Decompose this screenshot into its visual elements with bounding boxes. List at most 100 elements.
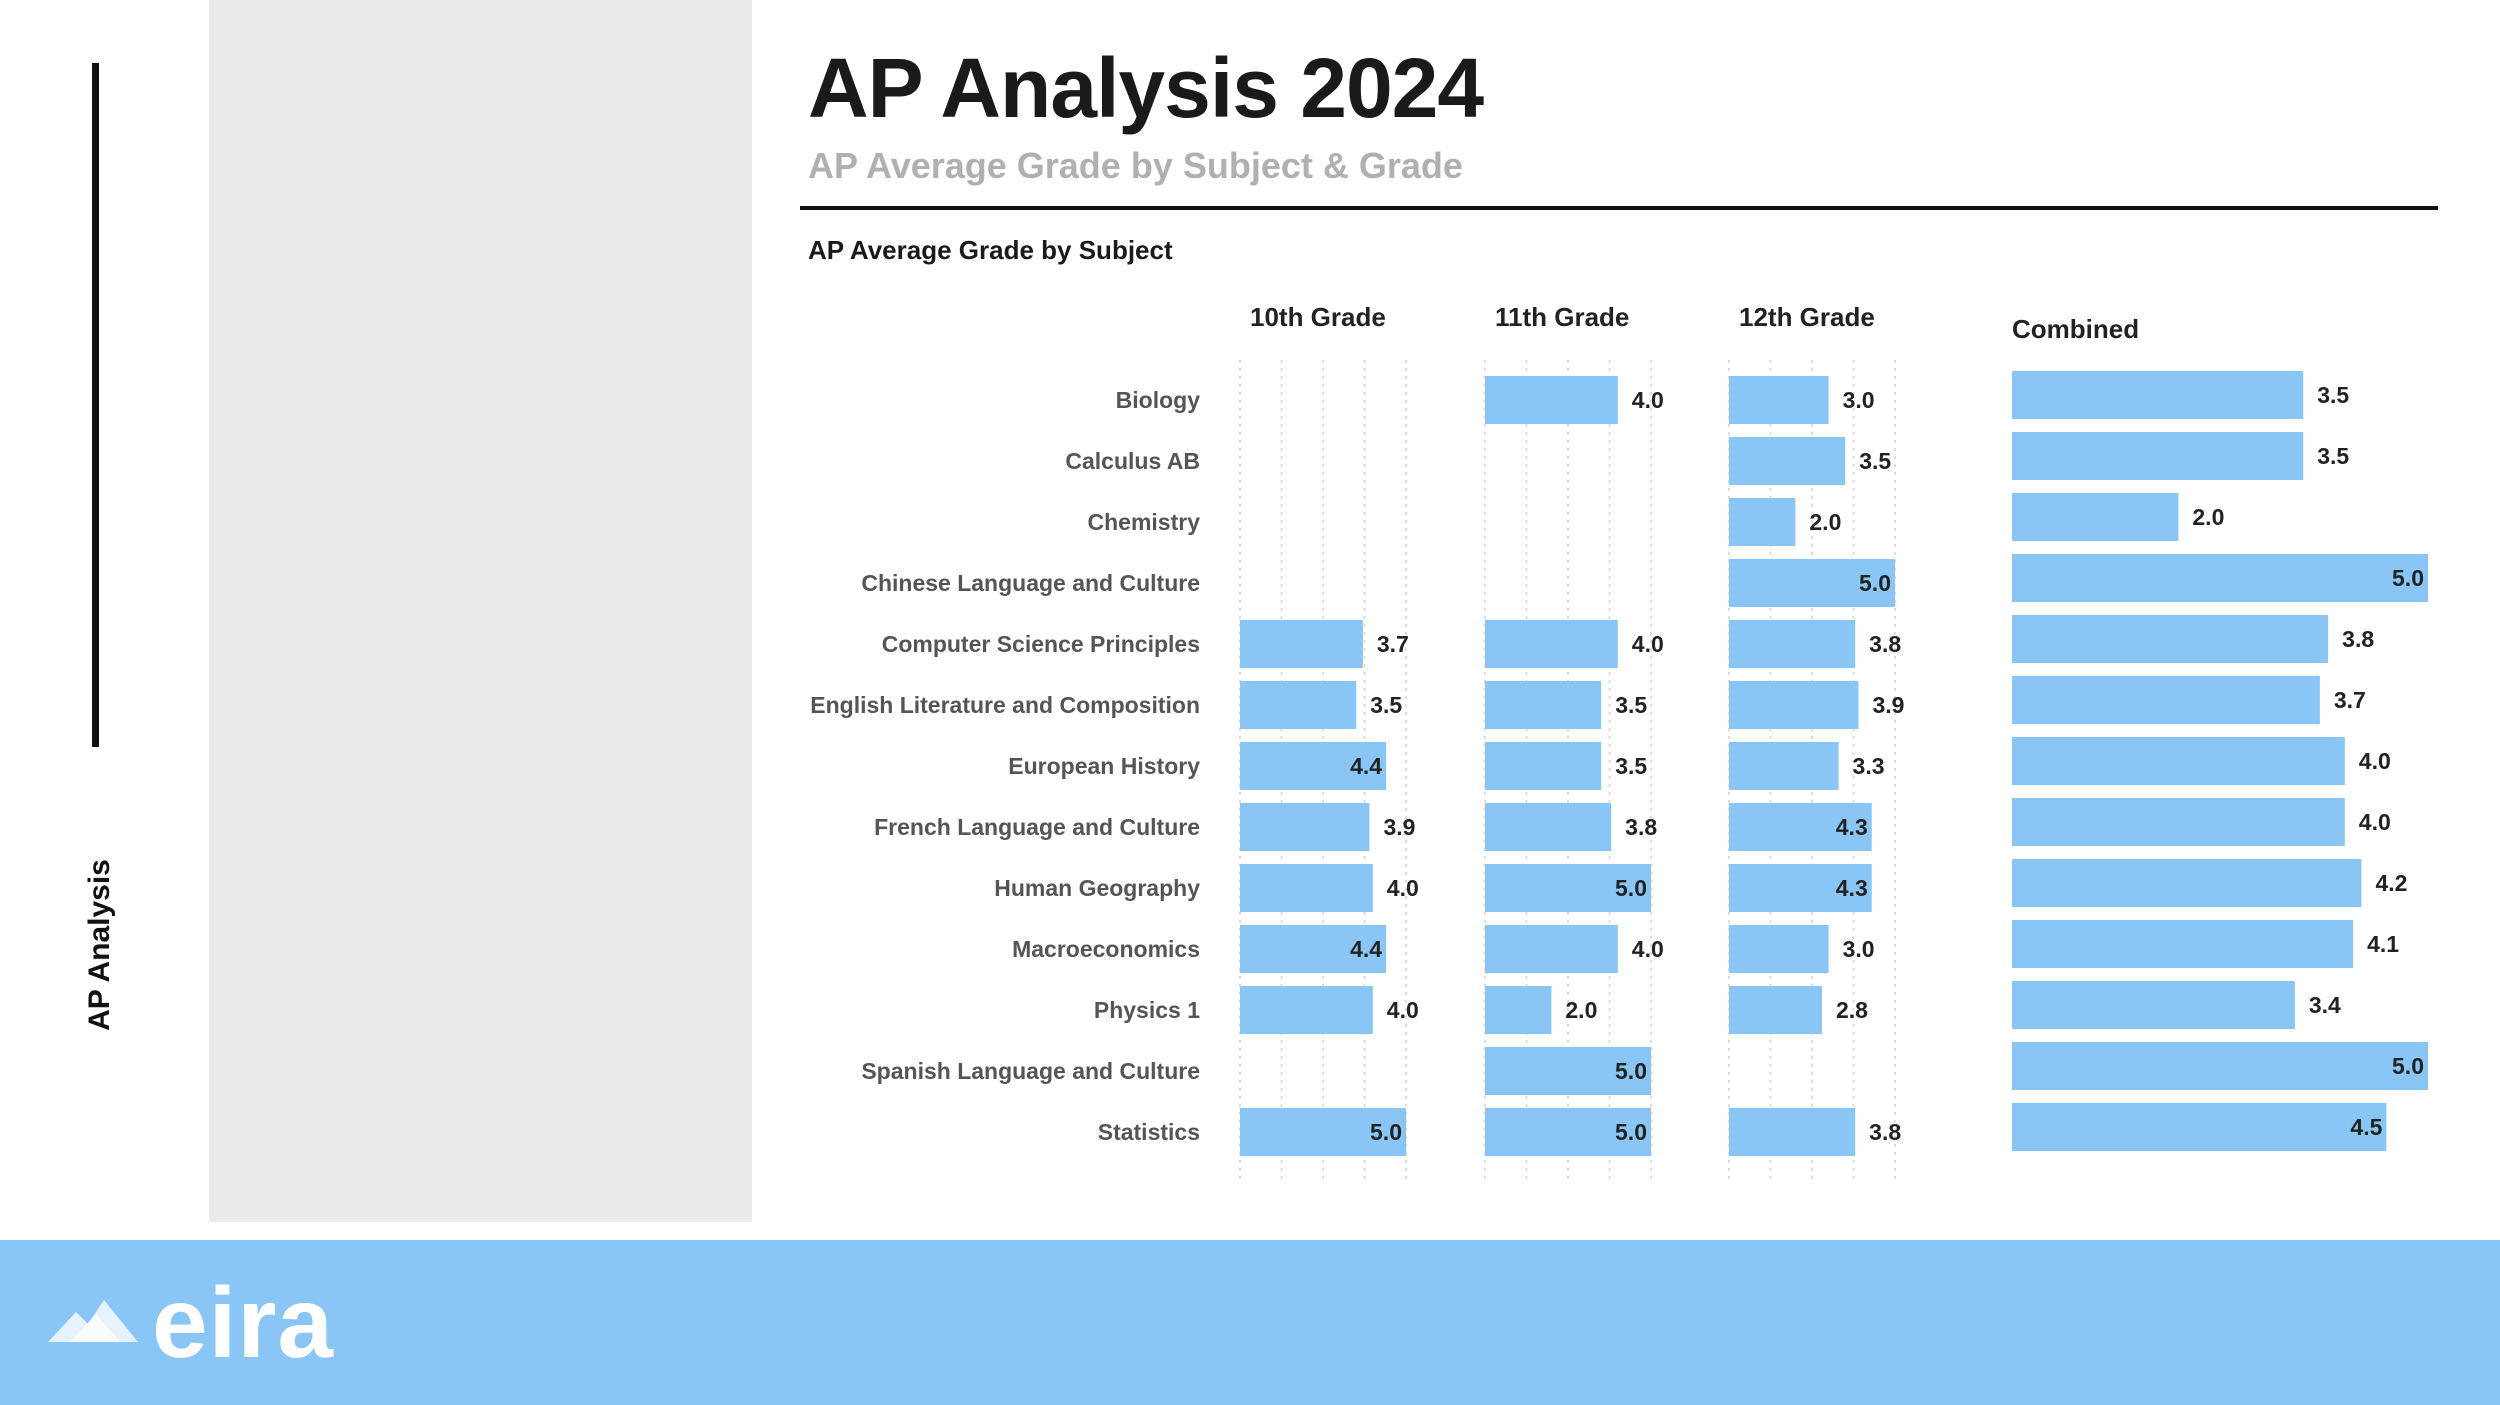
bar — [2012, 371, 2304, 419]
bar — [1485, 1108, 1651, 1156]
bar — [1729, 803, 1872, 851]
bar — [2012, 615, 2329, 663]
data-label: 3.8 — [1869, 1119, 1901, 1145]
bar — [1485, 986, 1552, 1034]
bar — [1485, 925, 1618, 973]
data-label: 4.1 — [2367, 931, 2399, 957]
mountain-logo-icon — [48, 1300, 138, 1342]
data-label: 5.0 — [1370, 1119, 1402, 1145]
data-label: 3.0 — [1843, 387, 1875, 413]
footer-bar: eira — [0, 1240, 2500, 1405]
data-label: 3.5 — [1859, 448, 1891, 474]
bar — [2012, 1103, 2387, 1151]
category-label: Physics 1 — [1094, 997, 1200, 1023]
category-label: Calculus AB — [1065, 448, 1200, 474]
category-label: Statistics — [1098, 1119, 1200, 1145]
series-header: Combined — [2012, 314, 2139, 344]
data-label: 4.3 — [1836, 814, 1868, 840]
data-label: 3.3 — [1853, 753, 1885, 779]
bar — [2012, 493, 2179, 541]
category-label: Biology — [1116, 387, 1201, 413]
category-label: Macroeconomics — [1012, 936, 1200, 962]
data-label: 5.0 — [1615, 1119, 1647, 1145]
bar — [1240, 1108, 1406, 1156]
bar — [1729, 986, 1822, 1034]
data-label: 3.5 — [2317, 443, 2349, 469]
bar — [1485, 620, 1618, 668]
data-label: 3.5 — [1615, 753, 1647, 779]
category-label: Human Geography — [994, 875, 1200, 901]
data-label: 4.2 — [2375, 870, 2407, 896]
data-label: 2.0 — [1809, 509, 1841, 535]
data-label: 3.8 — [1625, 814, 1657, 840]
bar — [1240, 986, 1373, 1034]
data-label: 3.5 — [1615, 692, 1647, 718]
bar — [1485, 803, 1612, 851]
bar — [1729, 864, 1872, 912]
data-label: 4.0 — [1387, 875, 1419, 901]
data-label: 2.0 — [2192, 504, 2224, 530]
data-label: 3.5 — [2317, 382, 2349, 408]
data-label: 4.4 — [1350, 753, 1382, 779]
category-label: Chinese Language and Culture — [861, 570, 1200, 596]
bar — [1240, 681, 1357, 729]
bar — [1729, 925, 1829, 973]
data-label: 4.0 — [2359, 809, 2391, 835]
chart-title: AP Average Grade by Subject — [808, 235, 1173, 265]
data-label: 2.0 — [1565, 997, 1597, 1023]
data-label: 4.3 — [1836, 875, 1868, 901]
bar — [1240, 925, 1387, 973]
category-label: European History — [1008, 753, 1200, 779]
data-label: 5.0 — [1615, 875, 1647, 901]
data-label: 3.7 — [2334, 687, 2366, 713]
data-label: 2.8 — [1836, 997, 1868, 1023]
category-label: English Literature and Composition — [810, 692, 1200, 718]
page-subtitle: AP Average Grade by Subject & Grade — [808, 145, 1463, 186]
data-label: 5.0 — [2392, 1053, 2424, 1079]
bar — [2012, 1042, 2428, 1090]
bar — [1729, 498, 1796, 546]
data-label: 4.0 — [1387, 997, 1419, 1023]
data-label: 4.4 — [1350, 936, 1382, 962]
bar — [1729, 559, 1895, 607]
data-label: 4.0 — [1632, 936, 1664, 962]
data-label: 5.0 — [1615, 1058, 1647, 1084]
bar — [1485, 376, 1618, 424]
category-label: French Language and Culture — [874, 814, 1200, 840]
data-label: 3.0 — [1843, 936, 1875, 962]
data-label: 4.0 — [1632, 387, 1664, 413]
bar — [1485, 864, 1651, 912]
bar — [1729, 437, 1846, 485]
title-divider — [800, 206, 2438, 210]
category-label: Computer Science Principles — [882, 631, 1200, 657]
bar — [1729, 742, 1839, 790]
bar — [1485, 681, 1602, 729]
bar — [1485, 1047, 1651, 1095]
bar — [1729, 376, 1829, 424]
brand-logo: eira — [152, 1267, 334, 1379]
series-header: 10th Grade — [1250, 302, 1386, 332]
bar — [2012, 432, 2304, 480]
bar — [1729, 620, 1856, 668]
bar — [2012, 981, 2295, 1029]
bar — [1240, 620, 1363, 668]
sidebar-rule — [92, 63, 99, 747]
data-label: 5.0 — [1859, 570, 1891, 596]
page-title: AP Analysis 2024 — [808, 41, 1484, 135]
filter-panel — [209, 0, 752, 1222]
bar — [2012, 676, 2320, 724]
category-label: Spanish Language and Culture — [861, 1058, 1200, 1084]
bar — [2012, 859, 2362, 907]
bar — [1729, 681, 1859, 729]
data-label: 3.8 — [2342, 626, 2374, 652]
data-label: 4.0 — [1632, 631, 1664, 657]
data-label: 3.9 — [1383, 814, 1415, 840]
bar — [1729, 1108, 1856, 1156]
data-label: 3.4 — [2309, 992, 2341, 1018]
bar — [2012, 737, 2345, 785]
data-label: 4.0 — [2359, 748, 2391, 774]
series-header: 12th Grade — [1739, 302, 1875, 332]
series-header: 11th Grade — [1495, 302, 1629, 332]
bar — [1240, 864, 1373, 912]
bar — [2012, 554, 2428, 602]
